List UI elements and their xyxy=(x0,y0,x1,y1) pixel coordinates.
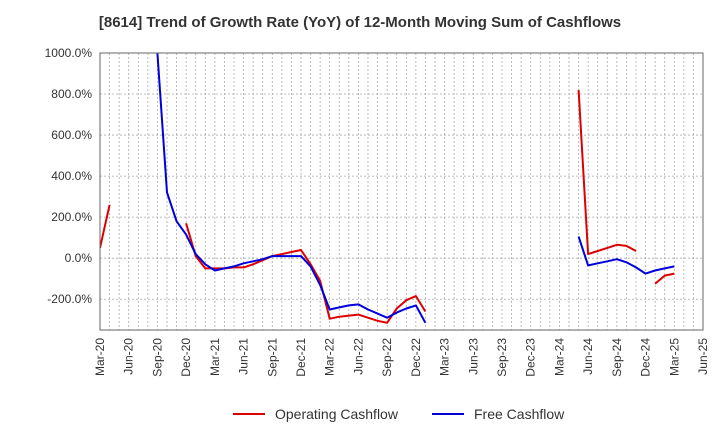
x-tick-label: Dec-23 xyxy=(524,338,538,377)
x-tick-label: Jun-23 xyxy=(466,338,480,375)
x-tick-label: Mar-22 xyxy=(323,338,337,376)
x-tick-label: Mar-25 xyxy=(667,338,681,376)
x-tick-label: Sep-24 xyxy=(610,338,624,377)
series-line-operating-cashflow xyxy=(185,223,427,324)
x-tick-label: Jun-20 xyxy=(122,338,136,375)
series-layer xyxy=(100,53,675,324)
series-line-free-cashflow xyxy=(156,53,427,324)
plot-frame xyxy=(99,52,704,331)
x-tick-label: Jun-21 xyxy=(237,338,251,375)
x-tick-label: Sep-20 xyxy=(150,338,164,377)
x-tick-label: Sep-23 xyxy=(495,338,509,377)
x-tick-label: Sep-21 xyxy=(265,338,279,377)
y-tick-label: -200.0% xyxy=(47,292,92,306)
y-tick-label: 1000.0% xyxy=(45,46,93,60)
series-line-free-cashflow xyxy=(577,236,675,275)
y-axis: 1000.0% 800.0% 600.0% 400.0% 200.0% 0.0% -200.… xyxy=(45,46,93,306)
legend-label-free-cashflow: Free Cashflow xyxy=(474,406,565,422)
series-line-operating-cashflow xyxy=(654,272,675,285)
x-tick-label: Mar-24 xyxy=(552,338,566,376)
x-tick-label: Dec-22 xyxy=(409,338,423,377)
x-axis: Mar-20 Jun-20 Sep-20 Dec-20 Mar-21 Jun-21 Sep-… xyxy=(93,338,710,377)
x-tick-label: Jun-22 xyxy=(351,338,365,375)
y-tick-label: 400.0% xyxy=(51,169,92,183)
x-tick-label: Dec-21 xyxy=(294,338,308,377)
series-line-operating-cashflow xyxy=(577,89,637,256)
y-tick-label: 600.0% xyxy=(51,128,92,142)
y-tick-label: 0.0% xyxy=(65,251,93,265)
x-tick-label: Dec-24 xyxy=(639,338,653,377)
x-tick-label: Mar-21 xyxy=(208,338,222,376)
grid-layer xyxy=(99,52,704,330)
y-tick-label: 200.0% xyxy=(51,210,92,224)
x-tick-label: Sep-22 xyxy=(380,338,394,377)
legend-label-operating-cashflow: Operating Cashflow xyxy=(275,406,399,422)
x-tick-label: Mar-23 xyxy=(438,338,452,376)
plot-border xyxy=(99,52,704,331)
legend: Operating Cashflow Free Cashflow xyxy=(233,406,565,422)
y-tick-label: 800.0% xyxy=(51,87,92,101)
x-tick-label: Mar-20 xyxy=(93,338,107,376)
chart-title: [8614] Trend of Growth Rate (YoY) of 12-… xyxy=(98,14,622,31)
series-line-operating-cashflow xyxy=(100,204,111,249)
x-tick-label: Dec-20 xyxy=(179,338,193,377)
x-tick-label: Jun-25 xyxy=(696,338,710,375)
x-tick-label: Jun-24 xyxy=(581,338,595,375)
